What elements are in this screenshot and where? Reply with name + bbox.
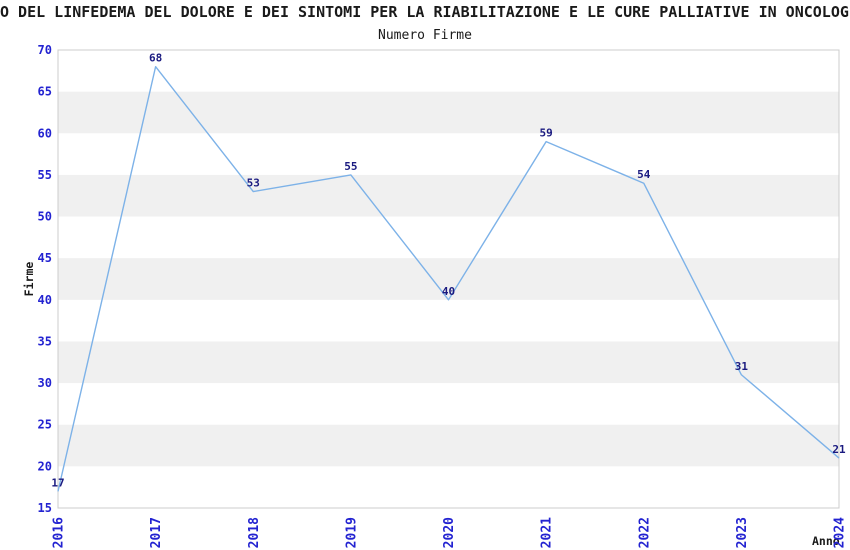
x-tick-label: 2024 [833, 517, 848, 548]
y-tick-label: 20 [38, 459, 52, 473]
y-tick-label: 15 [38, 501, 52, 515]
plot-band [58, 174, 839, 217]
x-tick-label: 2017 [149, 517, 164, 548]
y-tick-label: 45 [38, 251, 52, 265]
x-tick-label: 2021 [540, 517, 555, 548]
y-tick-label: 40 [38, 293, 52, 307]
plot-border [57, 49, 840, 509]
chart-title: O DEL LINFEDEMA DEL DOLORE E DEI SINTOMI… [0, 3, 850, 21]
x-axis-title: Anno [812, 534, 840, 548]
data-label: 21 [832, 443, 846, 456]
y-tick-label: 70 [38, 43, 52, 57]
x-tick-label: 2016 [52, 517, 67, 548]
y-tick-label: 30 [38, 376, 52, 390]
data-label: 68 [149, 52, 162, 65]
data-label: 55 [344, 160, 357, 173]
chart-subtitle: Numero Firme [378, 28, 472, 43]
y-tick-label: 55 [38, 168, 52, 182]
y-tick-label: 60 [38, 126, 52, 140]
plot-band [58, 341, 839, 384]
data-label: 31 [735, 360, 749, 373]
plot-band [58, 424, 839, 467]
x-tick-label: 2022 [637, 517, 652, 548]
x-tick-label: 2018 [247, 517, 262, 548]
y-tick-label: 25 [38, 418, 52, 432]
x-tick-label: 2020 [442, 517, 457, 548]
data-label: 40 [442, 285, 455, 298]
data-label: 53 [247, 177, 260, 190]
plot-band [58, 258, 839, 300]
y-tick-label: 65 [38, 85, 52, 99]
data-label: 17 [51, 476, 64, 489]
data-label: 54 [637, 168, 651, 181]
y-tick-label: 35 [38, 334, 52, 348]
x-tick-label: 2019 [344, 517, 359, 548]
y-tick-label: 50 [38, 210, 52, 224]
series-line [57, 65, 840, 492]
plot-band [58, 91, 839, 134]
x-tick-label: 2023 [735, 517, 750, 548]
data-label: 59 [540, 127, 553, 140]
